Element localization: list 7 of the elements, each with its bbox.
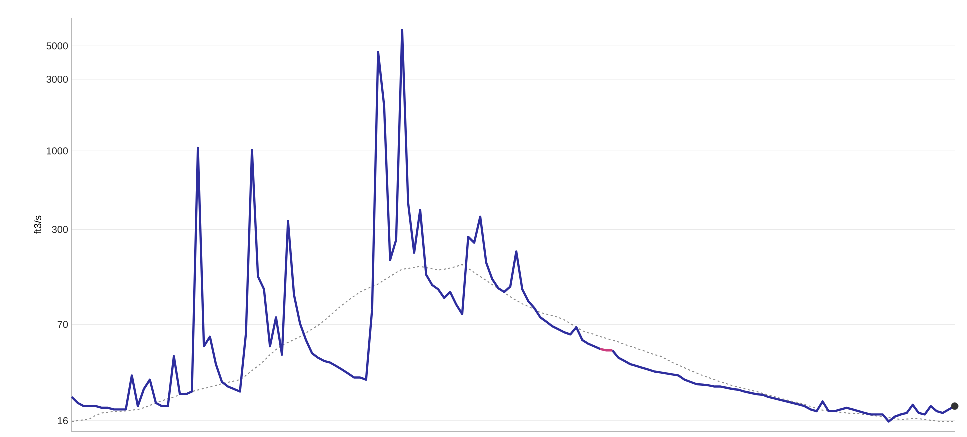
y-tick-label: 3000 — [46, 76, 68, 83]
y-tick-label: 16 — [58, 417, 68, 424]
y-tick-label: 1000 — [47, 148, 68, 155]
y-tick-label: 300 — [52, 226, 68, 234]
y-tick-label: 5000 — [46, 42, 68, 50]
y-tick-label: 70 — [58, 321, 68, 328]
y-axis-title: ft3/s — [34, 216, 42, 234]
